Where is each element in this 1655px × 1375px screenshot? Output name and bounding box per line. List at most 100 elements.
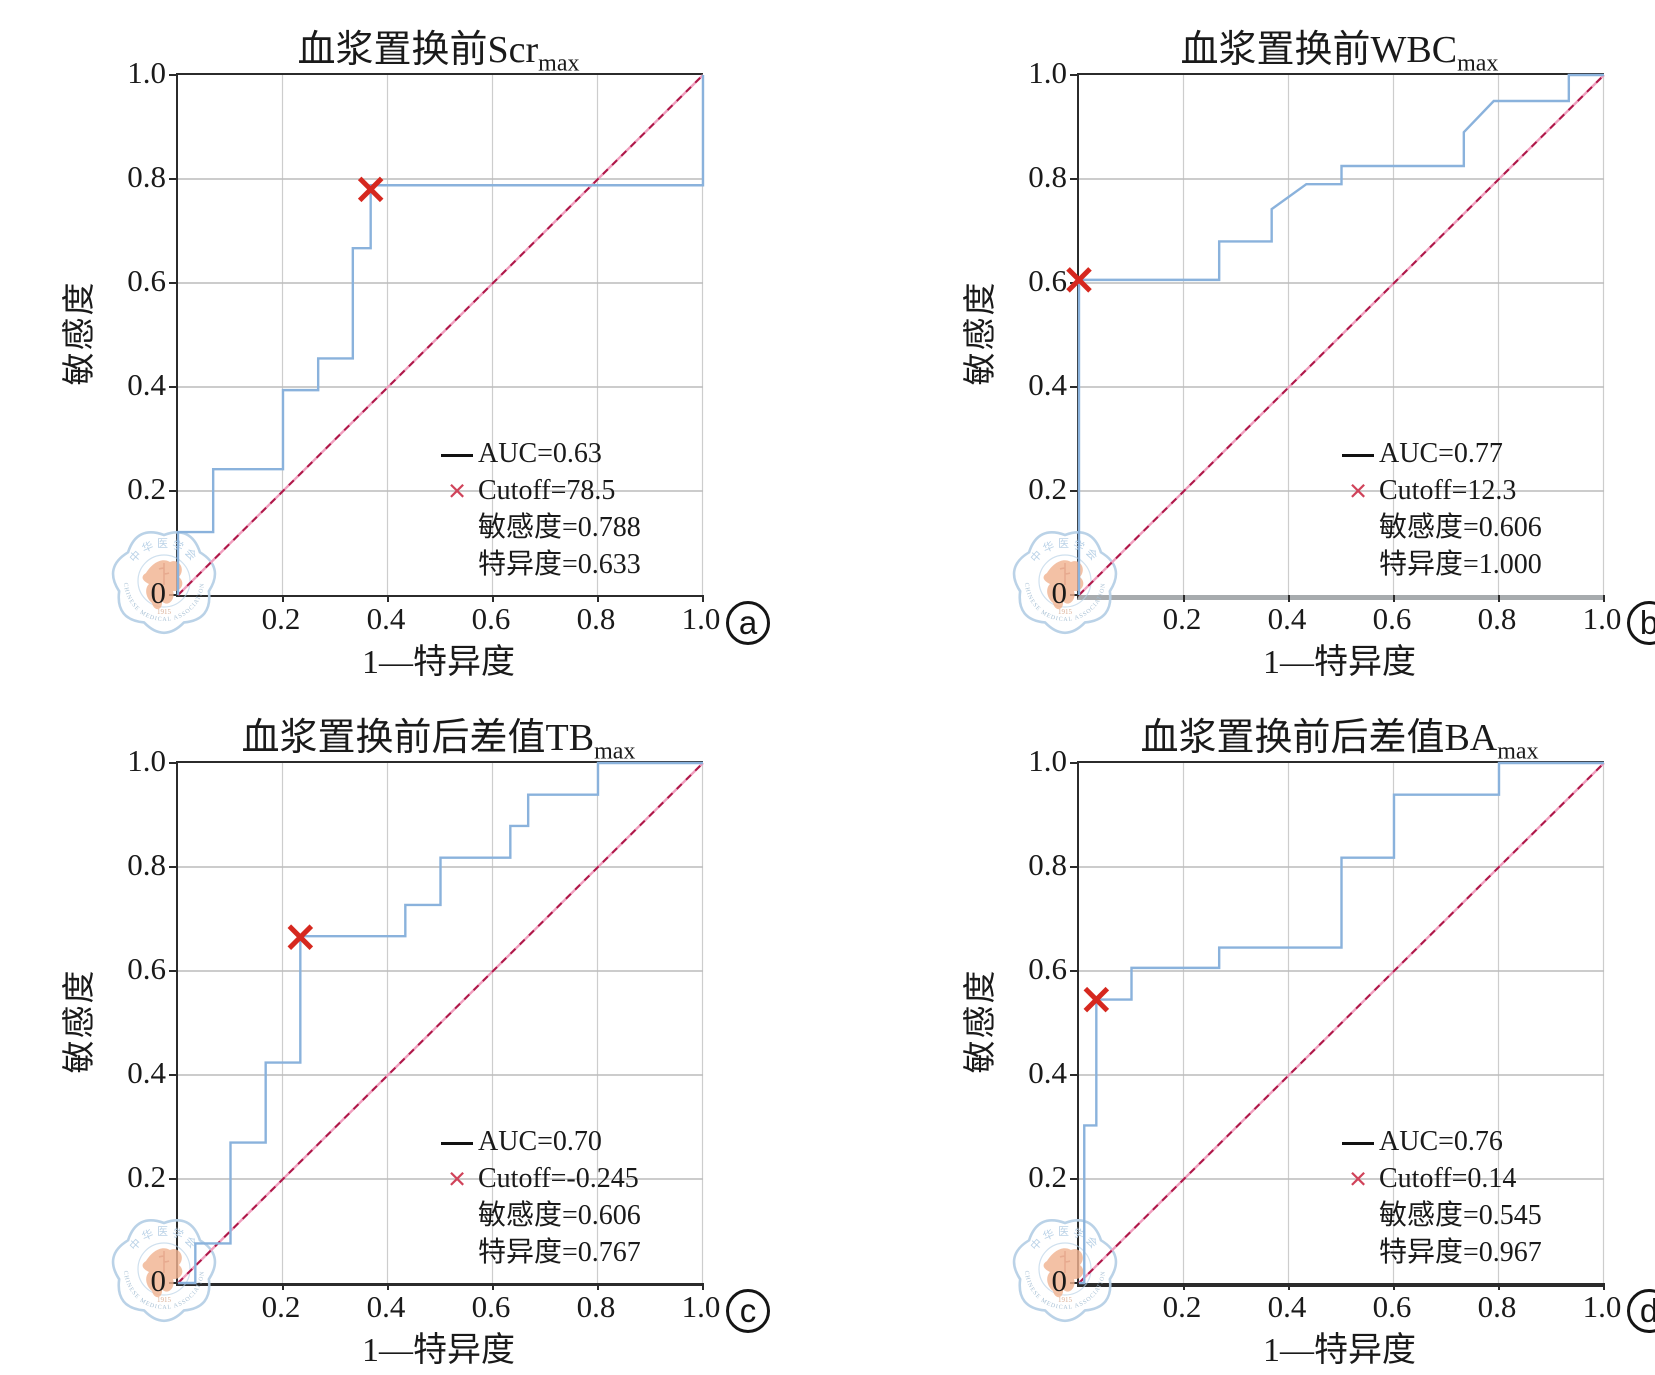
y-tick-label: 0.6 <box>127 951 166 986</box>
panel-letter-badge: d <box>1627 1289 1655 1333</box>
watermark-map-shape <box>1043 1248 1084 1298</box>
roc-curve <box>178 761 703 1285</box>
panel-title-text: 血浆置换前后差值TB <box>241 717 595 759</box>
cutoff-marker <box>1083 986 1110 1013</box>
x-tick-label: 1.0 <box>681 1289 721 1324</box>
diagonal-dashed-overlay <box>1078 762 1605 1284</box>
cutoff-x-icon: × <box>1348 1161 1368 1196</box>
legend-row-cutoff: × Cutoff=78.5 <box>436 472 641 509</box>
y-axis-label: 敏感度 <box>963 280 999 386</box>
cutoff-x-icon: × <box>1348 473 1368 508</box>
roc-panel-c: 血浆置换前后差值TBmax 敏感度 中华医学会 CHINESE MEDICAL A… <box>40 704 900 1375</box>
watermark-staff-icon <box>158 1251 170 1273</box>
x-tick-label: 0.6 <box>471 601 511 636</box>
watermark-year: 1915 <box>157 1296 172 1304</box>
legend-row-auc: AUC=0.76 <box>1337 1123 1542 1160</box>
y-tick-label: 0.4 <box>1028 1055 1067 1090</box>
auc-line-icon <box>436 435 478 472</box>
y-axis-label: 敏感度 <box>62 280 98 386</box>
legend-row-specificity: 特异度=0.967 <box>1337 1234 1542 1271</box>
y-axis-label: 敏感度 <box>62 968 98 1074</box>
x-tick-label: 0.4 <box>366 1289 406 1324</box>
legend-row-specificity: 特异度=1.000 <box>1337 546 1542 583</box>
legend-row-cutoff: × Cutoff=0.14 <box>1337 1160 1542 1197</box>
legend: AUC=0.76 × Cutoff=0.14 敏感度=0.545 特异度=0.96… <box>1337 1123 1542 1271</box>
y-tick-label: 0.8 <box>127 847 166 882</box>
x-tick-label: 0.8 <box>576 601 616 636</box>
axis-tick-marks <box>1070 74 1605 602</box>
x-axis-label: 1—特异度 <box>1263 644 1416 681</box>
y-tick-label: 1.0 <box>127 55 166 90</box>
watermark-flower-outline <box>1012 531 1118 635</box>
legend-cutoff-label: Cutoff=-0.245 <box>478 1163 639 1194</box>
roc-curve <box>1077 73 1604 595</box>
panel-title: 血浆置换前Scrmax <box>176 18 701 78</box>
x-axis-label: 1—特异度 <box>362 644 515 681</box>
watermark-staff-icon <box>158 563 170 585</box>
y-tick-label: 0.6 <box>1028 263 1067 298</box>
legend-cutoff-label: Cutoff=12.3 <box>1379 475 1517 506</box>
panel-title: 血浆置换前WBCmax <box>1077 18 1602 78</box>
watermark-year: 1915 <box>157 608 172 616</box>
legend-cutoff-label: Cutoff=78.5 <box>478 475 616 506</box>
legend-row-auc: AUC=0.70 <box>436 1123 641 1160</box>
legend-auc-label: AUC=0.77 <box>1379 438 1503 469</box>
x-axis-label: 1—特异度 <box>362 1332 515 1369</box>
legend-row-sensitivity: 敏感度=0.788 <box>436 509 641 546</box>
legend-auc-label: AUC=0.76 <box>1379 1126 1503 1157</box>
y-tick-label: 0 <box>1051 1263 1068 1298</box>
panel-title-subscript: max <box>538 50 580 77</box>
watermark-inner-ring <box>137 554 191 608</box>
watermark-map-shape <box>142 560 183 610</box>
y-tick-label: 0 <box>150 575 167 610</box>
panel-letter-badge: a <box>726 601 770 645</box>
diagonal-dashed-overlay <box>177 74 704 596</box>
watermark-staff-icon <box>1059 563 1071 585</box>
watermark-flower-outline <box>1012 1219 1118 1323</box>
cutoff-marker <box>1066 267 1092 293</box>
panel-letter-badge: c <box>726 1289 770 1333</box>
legend-row-auc: AUC=0.77 <box>1337 435 1542 472</box>
y-tick-label: 0.2 <box>1028 1159 1067 1194</box>
y-tick-label: 0.8 <box>127 159 166 194</box>
y-tick-label: 1.0 <box>127 743 166 778</box>
panel-title: 血浆置换前后差值BAmax <box>1077 706 1602 766</box>
x-tick-label: 1.0 <box>681 601 721 636</box>
y-tick-label: 0.6 <box>1028 951 1067 986</box>
plot-area: 中华医学会 CHINESE MEDICAL ASSOCIATION 1915 AUC… <box>1012 73 1605 635</box>
legend-row-cutoff: × Cutoff=-0.245 <box>436 1160 641 1197</box>
panel-title-text: 血浆置换前WBC <box>1180 29 1458 71</box>
watermark-inner-ring <box>137 1242 191 1296</box>
legend-auc-label: AUC=0.70 <box>478 1126 602 1157</box>
y-tick-label: 0.4 <box>127 1055 166 1090</box>
roc-panel-a: 血浆置换前Scrmax 敏感度 中华医学会 CHINESE MEDICAL ASS… <box>40 16 900 704</box>
panel-title-text: 血浆置换前Scr <box>297 29 539 71</box>
y-axis-label: 敏感度 <box>963 968 999 1074</box>
legend: AUC=0.70 × Cutoff=-0.245 敏感度=0.606 特异度=0.… <box>436 1123 641 1271</box>
panel-letter-badge: b <box>1627 601 1655 645</box>
y-tick-label: 0.8 <box>1028 159 1067 194</box>
panel-title: 血浆置换前后差值TBmax <box>176 706 701 766</box>
legend-row-auc: AUC=0.63 <box>436 435 641 472</box>
roc-curve <box>1079 761 1604 1285</box>
auc-line-icon <box>1337 1123 1379 1160</box>
legend-specificity-label: 特异度=0.767 <box>478 1237 641 1268</box>
plot-area: 中华医学会 CHINESE MEDICAL ASSOCIATION 1915 AUC… <box>111 761 704 1323</box>
plot-area: 中华医学会 CHINESE MEDICAL ASSOCIATION 1915 AUC… <box>111 73 705 635</box>
y-tick-label: 1.0 <box>1028 743 1067 778</box>
legend-sensitivity-label: 敏感度=0.606 <box>1379 512 1542 543</box>
y-tick-label: 0.4 <box>1028 367 1067 402</box>
x-tick-label: 0.8 <box>576 1289 616 1324</box>
panel-title-subscript: max <box>1457 50 1499 77</box>
watermark-map-shape <box>1043 560 1084 610</box>
y-tick-label: 0.2 <box>1028 471 1067 506</box>
x-tick-label: 0.2 <box>261 601 301 636</box>
x-tick-label: 0.4 <box>1267 1289 1307 1324</box>
watermark-map-shape <box>142 1248 183 1298</box>
roc-panel-b: 血浆置换前WBCmax 敏感度 中华医学会 CHINESE MEDICAL ASS… <box>941 16 1655 704</box>
legend-row-cutoff: × Cutoff=12.3 <box>1337 472 1542 509</box>
panel-letter: b <box>1639 604 1655 641</box>
legend-cutoff-label: Cutoff=0.14 <box>1379 1163 1517 1194</box>
panel-letter: d <box>1639 1292 1655 1329</box>
legend-specificity-label: 特异度=1.000 <box>1379 549 1542 580</box>
